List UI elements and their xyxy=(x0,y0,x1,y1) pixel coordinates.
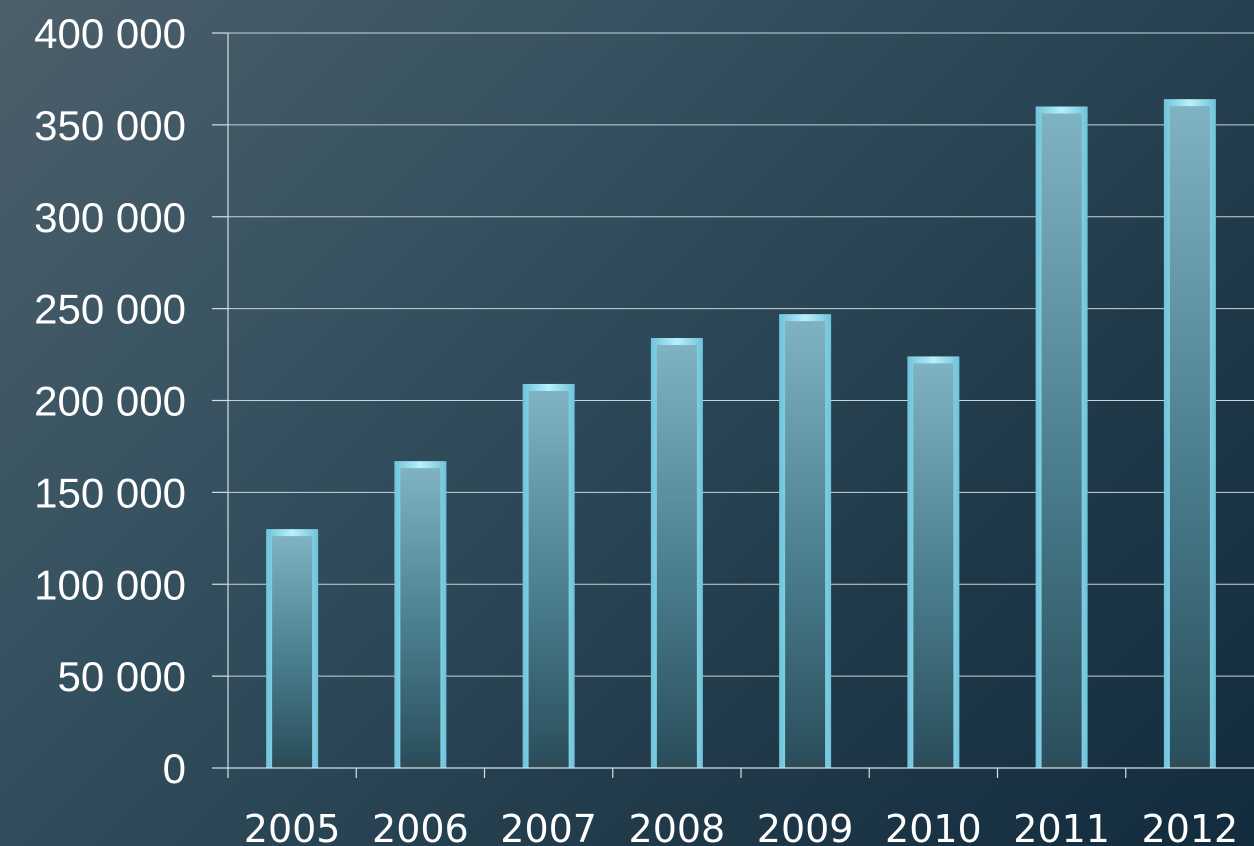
y-tick-label: 250 000 xyxy=(34,286,186,333)
axes xyxy=(212,32,1254,778)
bar-base xyxy=(1041,759,1082,768)
bar-fill xyxy=(400,468,441,761)
bar xyxy=(779,314,832,768)
x-tick-label: 2005 xyxy=(244,807,341,846)
y-tick-label: 0 xyxy=(163,745,186,792)
bar xyxy=(1035,106,1088,768)
x-tick-label: 2012 xyxy=(1142,807,1239,846)
y-tick-label: 200 000 xyxy=(34,378,186,425)
bar-fill xyxy=(913,363,954,761)
x-tick-label: 2009 xyxy=(757,807,854,846)
y-tick-label: 300 000 xyxy=(34,194,186,241)
x-tick-label: 2011 xyxy=(1013,807,1110,846)
x-tick-label: 2008 xyxy=(629,807,726,846)
bar-base xyxy=(1169,759,1210,768)
gridlines xyxy=(228,32,1254,677)
y-tick-label: 50 000 xyxy=(58,653,186,700)
y-tick-label: 400 000 xyxy=(34,10,186,57)
bar-fill xyxy=(656,345,697,761)
y-tick-label: 350 000 xyxy=(34,102,186,149)
y-axis-tick-labels: 0 50 000 100 000 150 000 200 000 250 000 300 0… xyxy=(34,10,186,792)
bar-base xyxy=(785,759,826,768)
bar-fill xyxy=(1041,113,1082,761)
bar-fill xyxy=(528,390,569,761)
bar-base xyxy=(913,759,954,768)
bar-base xyxy=(400,759,441,768)
bar-base xyxy=(656,759,697,768)
x-tick-label: 2010 xyxy=(885,807,982,846)
bar xyxy=(522,383,575,768)
bar-fill xyxy=(785,321,826,761)
x-axis-tick-labels: 2005 2006 2007 2008 2009 2010 2011 2012 xyxy=(244,807,1238,846)
bar-fill xyxy=(1169,106,1210,761)
bar xyxy=(394,461,447,768)
bars xyxy=(266,99,1216,768)
x-tick-label: 2006 xyxy=(372,807,469,846)
bar-fill xyxy=(272,536,313,761)
bar-base xyxy=(528,759,569,768)
x-tick-label: 2007 xyxy=(500,807,597,846)
bar-base xyxy=(272,759,313,768)
bar xyxy=(650,338,703,768)
bar xyxy=(907,356,960,768)
bar xyxy=(1163,99,1216,768)
y-tick-label: 150 000 xyxy=(34,469,186,516)
y-tick-label: 100 000 xyxy=(34,561,186,608)
bar xyxy=(266,529,319,768)
